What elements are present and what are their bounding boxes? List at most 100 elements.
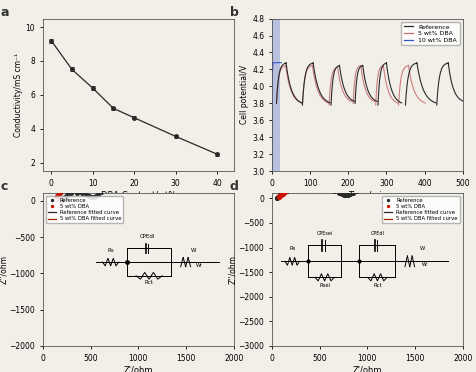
Point xyxy=(61,194,69,200)
Point xyxy=(92,193,99,199)
Point xyxy=(80,176,88,182)
Point xyxy=(288,184,296,190)
Point xyxy=(116,174,124,180)
Point xyxy=(275,194,282,200)
Y-axis label: Z''/ohm: Z''/ohm xyxy=(228,255,237,284)
Point xyxy=(440,179,447,185)
Point xyxy=(409,159,416,165)
Point xyxy=(97,189,105,195)
Point xyxy=(85,193,92,199)
X-axis label: DBA Content/wt%: DBA Content/wt% xyxy=(100,190,176,199)
Point xyxy=(343,192,351,198)
Point xyxy=(413,183,420,189)
Point xyxy=(52,196,60,202)
Point xyxy=(347,171,355,177)
Point xyxy=(140,181,148,187)
Point xyxy=(274,193,282,199)
Text: a: a xyxy=(1,6,10,19)
Point xyxy=(289,186,297,192)
Point xyxy=(172,174,180,180)
Point xyxy=(407,181,415,187)
Point xyxy=(428,183,436,189)
Point xyxy=(423,184,431,190)
Point xyxy=(59,197,66,203)
Point xyxy=(339,192,347,198)
Point xyxy=(92,173,99,179)
Point xyxy=(284,187,291,193)
Point xyxy=(329,187,337,193)
Point xyxy=(280,189,288,195)
Point xyxy=(54,192,62,198)
Text: d: d xyxy=(229,180,238,193)
Point xyxy=(191,118,199,124)
Text: c: c xyxy=(1,180,8,193)
Point xyxy=(378,174,386,180)
Point xyxy=(63,192,71,198)
Point xyxy=(73,190,80,196)
Point xyxy=(275,193,283,199)
Point xyxy=(204,151,212,157)
Point xyxy=(159,181,167,187)
Point xyxy=(145,183,153,189)
Point xyxy=(337,191,345,197)
Point xyxy=(78,190,86,196)
Point xyxy=(278,190,286,196)
Point xyxy=(165,178,173,184)
Point xyxy=(334,190,342,196)
Point xyxy=(115,176,123,182)
Point xyxy=(221,138,228,144)
Legend: Reference, 5 wt% DBA, Reference fitted curve, 5 wt% DBA fitted curve: Reference, 5 wt% DBA, Reference fitted c… xyxy=(46,196,123,224)
Point xyxy=(304,177,312,183)
X-axis label: Z'/ohm: Z'/ohm xyxy=(352,365,381,372)
Point xyxy=(155,182,162,188)
Point xyxy=(348,190,356,196)
Point xyxy=(126,176,134,182)
Point xyxy=(331,172,338,178)
Point xyxy=(134,179,141,185)
Point xyxy=(90,193,98,199)
Point xyxy=(191,161,198,167)
Bar xyxy=(271,19,280,171)
Point xyxy=(363,172,371,178)
Point xyxy=(273,195,280,201)
Text: b: b xyxy=(229,6,238,19)
Point xyxy=(104,173,112,179)
Point xyxy=(295,181,302,187)
Point xyxy=(282,188,290,194)
X-axis label: Z'/ohm: Z'/ohm xyxy=(123,365,153,372)
Point xyxy=(101,186,109,192)
Point xyxy=(346,191,353,197)
Point xyxy=(322,185,329,191)
Point xyxy=(53,193,61,199)
Point xyxy=(276,192,283,198)
Point xyxy=(376,176,383,182)
Point xyxy=(126,167,134,173)
Point xyxy=(162,140,170,146)
Point xyxy=(107,182,115,187)
Y-axis label: Conductivity/mS cm⁻¹: Conductivity/mS cm⁻¹ xyxy=(14,53,23,137)
Point xyxy=(276,193,283,199)
Point xyxy=(88,194,96,200)
Point xyxy=(94,191,102,197)
Point xyxy=(365,182,373,187)
Point xyxy=(59,196,67,202)
Y-axis label: Z''/ohm: Z''/ohm xyxy=(0,255,8,284)
Point xyxy=(59,197,66,203)
Point xyxy=(316,174,324,180)
Point xyxy=(390,176,397,182)
Point xyxy=(60,187,67,193)
Point xyxy=(51,196,59,202)
Point xyxy=(311,184,319,190)
Point xyxy=(57,190,64,196)
Point xyxy=(87,193,94,199)
Point xyxy=(341,192,349,198)
Point xyxy=(150,183,158,189)
Point xyxy=(358,185,366,191)
Point xyxy=(278,190,286,196)
Point xyxy=(64,183,72,189)
Point xyxy=(299,184,307,190)
Legend: Reference, 5 wt% DBA, Reference fitted curve, 5 wt% DBA fitted curve: Reference, 5 wt% DBA, Reference fitted c… xyxy=(381,196,459,224)
X-axis label: Time/min: Time/min xyxy=(347,190,386,199)
Point xyxy=(67,190,75,196)
Point xyxy=(447,176,455,182)
